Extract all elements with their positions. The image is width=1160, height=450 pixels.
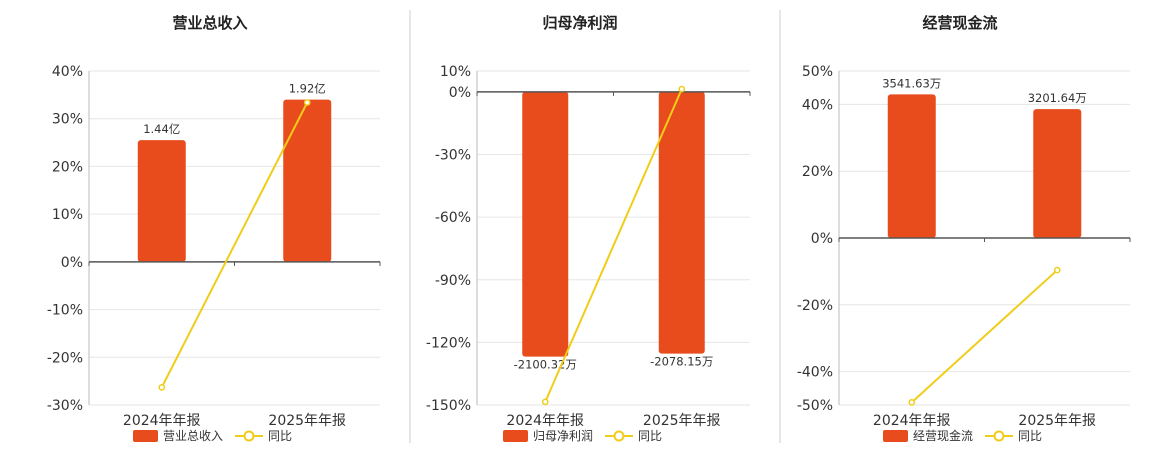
legend-line-marker xyxy=(243,430,255,442)
chart-title: 归母净利润 xyxy=(542,14,617,32)
y-tick-label: 10% xyxy=(52,207,83,223)
x-category-label: 2024年年报 xyxy=(123,413,201,429)
yoy-line xyxy=(544,88,683,403)
legend-bar-swatch xyxy=(883,430,908,442)
legend-bar-label: 归母净利润 xyxy=(533,429,593,443)
x-category-label: 2024年年报 xyxy=(873,413,951,429)
y-tick-label: 0% xyxy=(811,231,833,247)
bar xyxy=(1033,109,1082,239)
legend-bar-label: 营业总收入 xyxy=(163,429,223,443)
bar xyxy=(283,99,332,262)
y-tick-label: 20% xyxy=(52,159,83,175)
y-tick-label: 40% xyxy=(52,64,83,80)
yoy-point xyxy=(678,85,686,93)
y-tick-label: -20% xyxy=(47,350,83,366)
chart-panel-revenue: 营业总收入 40% 30% 20% 10% 0% -10% -20% -30% 1.44亿 1.9… xyxy=(47,14,381,443)
legend-line-marker xyxy=(993,430,1005,442)
legend-line-marker xyxy=(613,430,625,442)
x-category-label: 2025年年报 xyxy=(1018,413,1096,429)
legend-line-label: 同比 xyxy=(1018,429,1042,443)
legend-bar-swatch xyxy=(133,430,158,442)
y-tick-label: -120% xyxy=(426,335,471,351)
legend-line-label: 同比 xyxy=(638,429,662,443)
y-tick-label: -40% xyxy=(797,365,833,381)
yoy-point xyxy=(1053,266,1061,274)
yoy-point xyxy=(303,99,311,106)
bar-data-label: 3201.64万 xyxy=(1028,91,1087,105)
y-tick-label: -30% xyxy=(435,148,471,164)
bar xyxy=(887,94,936,238)
x-category-label: 2024年年报 xyxy=(506,413,584,429)
y-tick-label: -90% xyxy=(435,273,471,289)
bar xyxy=(658,91,705,354)
y-tick-label: -60% xyxy=(435,210,471,226)
yoy-line xyxy=(160,102,309,388)
yoy-line xyxy=(911,269,1058,404)
y-tick-label: -50% xyxy=(797,398,833,414)
chart-panel-cash-flow: 经营现金流 50% 40% 20% 0% -20% -40% -50% 3541.63万 320… xyxy=(797,14,1131,443)
y-tick-label: -10% xyxy=(47,303,83,319)
bar xyxy=(522,91,569,357)
y-tick-label: 10% xyxy=(440,64,471,80)
legend-bar-label: 经营现金流 xyxy=(913,428,973,443)
yoy-point xyxy=(908,398,916,406)
y-tick-label: 40% xyxy=(802,97,833,113)
bar-data-label: -2100.32万 xyxy=(514,358,577,372)
yoy-point xyxy=(158,383,166,391)
chart-panel-net-profit: 归母净利润 10% 0% -30% -60% -90% -120% -150% -2100.3… xyxy=(426,14,751,443)
bar-data-label: 3541.63万 xyxy=(882,76,941,90)
y-tick-label: 50% xyxy=(802,64,833,80)
chart-title: 经营现金流 xyxy=(922,14,997,32)
x-category-label: 2025年年报 xyxy=(268,413,346,429)
legend-bar-swatch xyxy=(503,430,528,442)
y-tick-label: -30% xyxy=(47,398,83,414)
y-tick-label: 0% xyxy=(61,255,83,271)
y-tick-label: 20% xyxy=(802,164,833,180)
yoy-point xyxy=(541,398,549,406)
y-tick-label: -150% xyxy=(426,398,471,414)
y-tick-label: 30% xyxy=(52,112,83,128)
legend-line-label: 同比 xyxy=(268,429,292,443)
bar xyxy=(137,140,186,262)
bar-data-label: 1.44亿 xyxy=(143,122,180,136)
chart-title: 营业总收入 xyxy=(172,14,247,32)
y-tick-label: -20% xyxy=(797,298,833,314)
y-tick-label: 0% xyxy=(449,85,471,101)
x-category-label: 2025年年报 xyxy=(643,413,721,429)
bar-data-label: -2078.15万 xyxy=(650,355,713,369)
bar-data-label: 1.92亿 xyxy=(289,82,326,96)
